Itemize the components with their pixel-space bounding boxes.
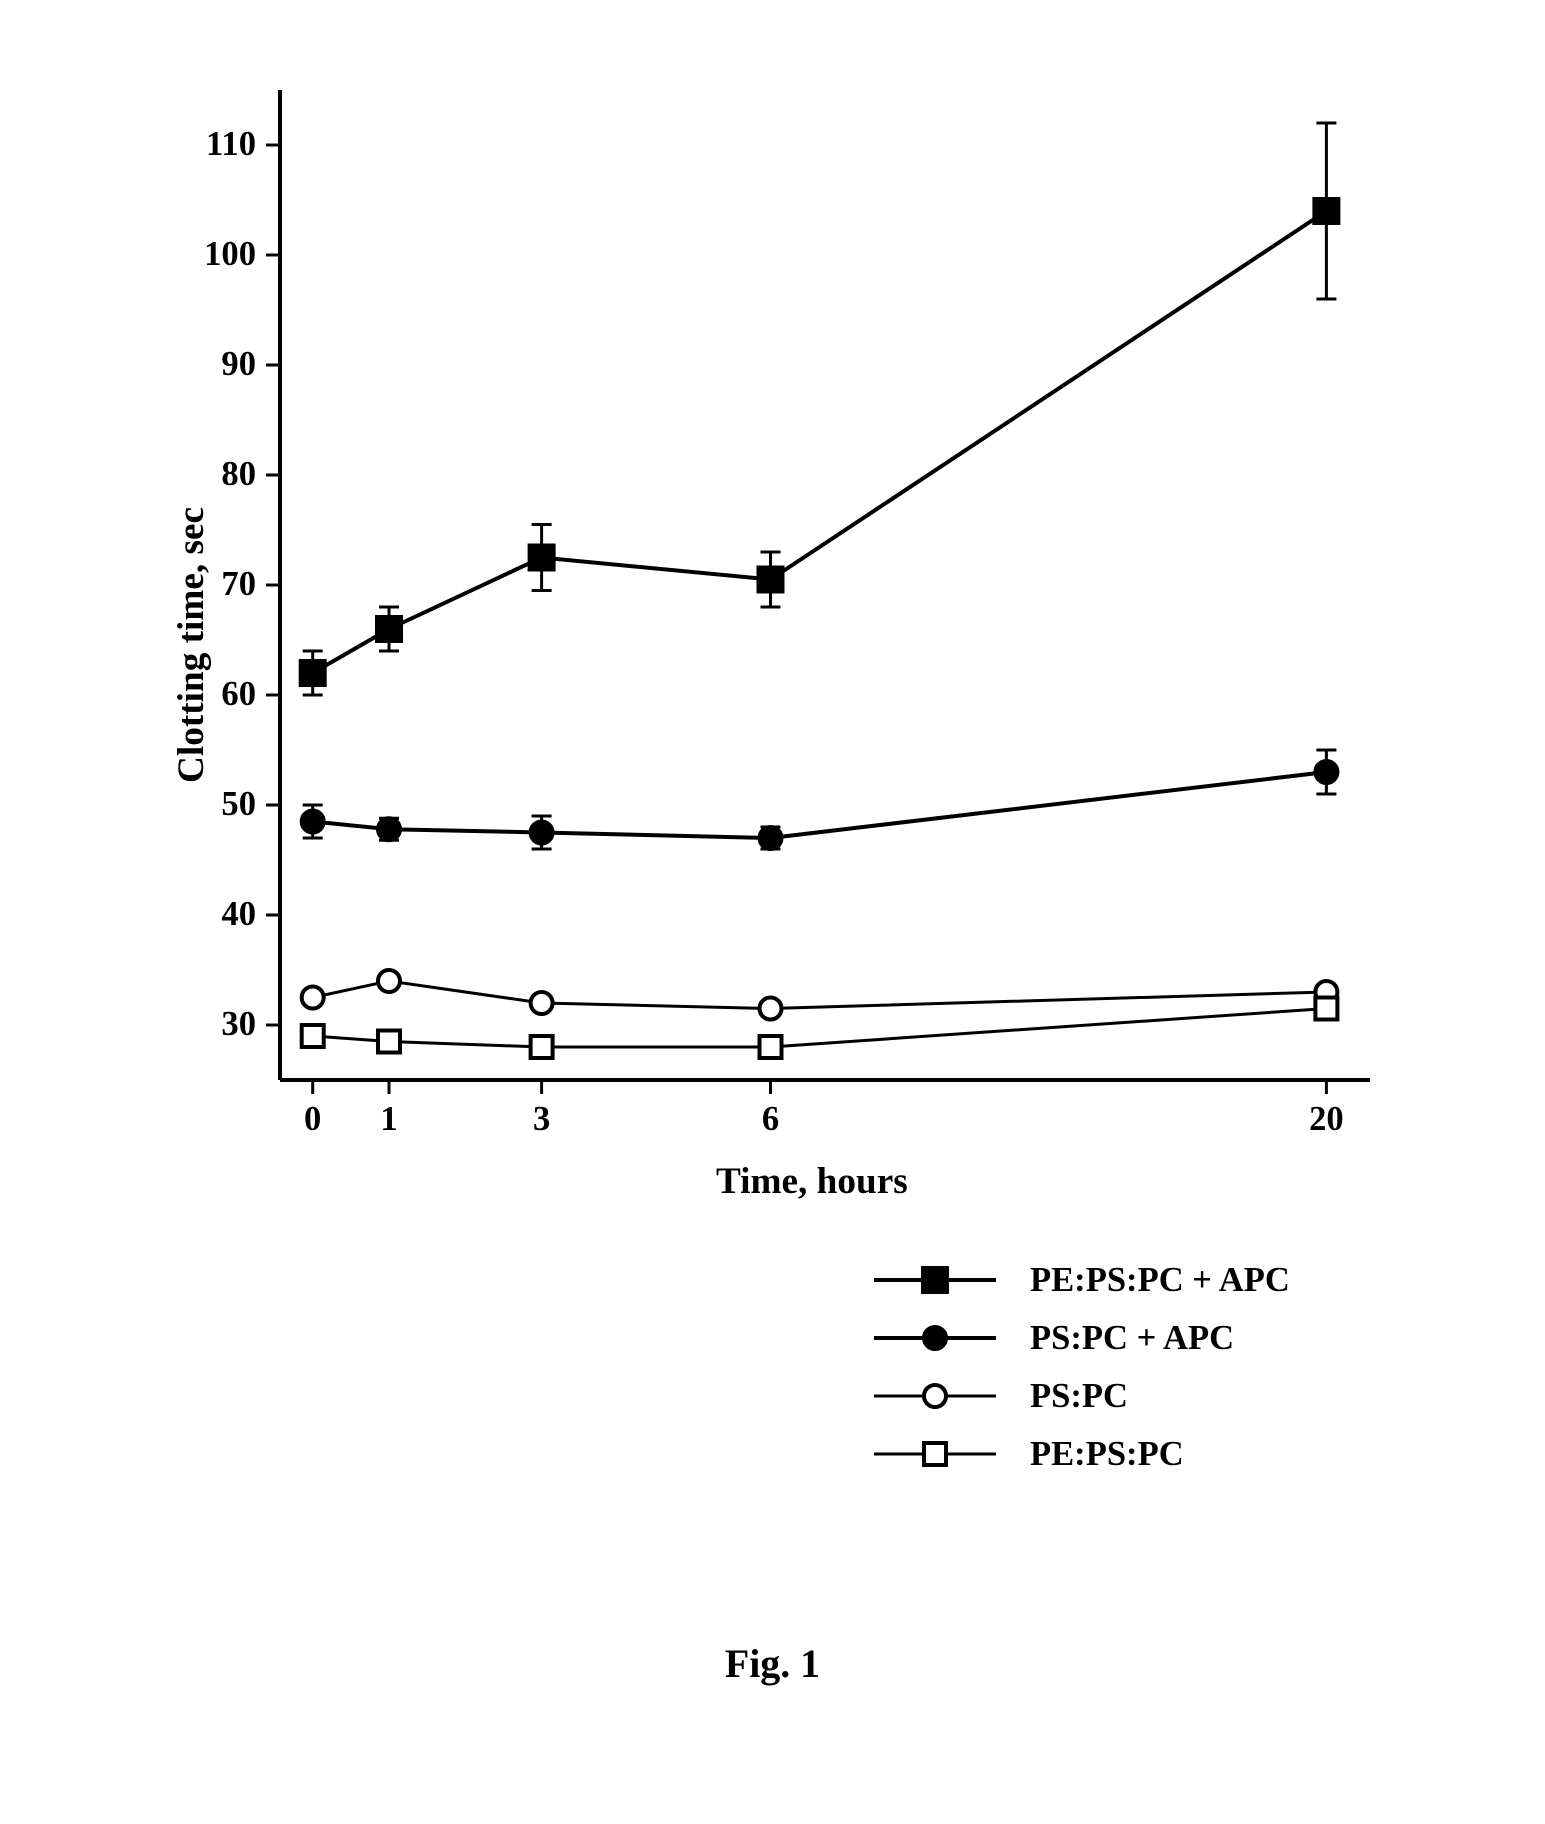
x-tick-label: 3: [533, 1100, 550, 1138]
x-axis-label: Time, hours: [716, 1160, 908, 1203]
legend-label: PE:PS:PC + APC: [1030, 1261, 1290, 1300]
y-tick-label: 100: [204, 235, 256, 273]
legend-item-ps_pc: PS:PC: [870, 1376, 1290, 1416]
series-ps_pc: [302, 970, 1338, 1020]
page: 30 40 50 60 70 80 90 100 110 0 1 3 6 20 Clotting time…: [0, 0, 1545, 1824]
y-tick-label: 80: [221, 455, 256, 493]
y-tick-label: 40: [221, 895, 256, 933]
legend-label: PS:PC: [1030, 1377, 1128, 1416]
x-tick-label: 6: [762, 1100, 779, 1138]
series-ps_pc_apc: [302, 750, 1338, 849]
y-tick-label: 50: [221, 785, 256, 823]
legend-label: PS:PC + APC: [1030, 1319, 1234, 1358]
y-tick-label: 110: [206, 125, 256, 163]
y-tick-label: 30: [221, 1005, 256, 1043]
legend-label: PE:PS:PC: [1030, 1435, 1184, 1474]
legend: PE:PS:PC + APC PS:PC + APC PS:PC PE:PS:PC: [870, 1260, 1290, 1492]
legend-swatch: [870, 1434, 1000, 1474]
x-tick-label: 0: [304, 1100, 321, 1138]
series-pe_ps_pc_apc: [301, 123, 1339, 695]
figure-caption: Fig. 1: [0, 1640, 1545, 1687]
legend-swatch: [870, 1376, 1000, 1416]
legend-swatch: [870, 1260, 1000, 1300]
legend-swatch: [870, 1318, 1000, 1358]
y-axis-label: Clotting time, sec: [170, 507, 213, 783]
chart-svg: 30 40 50 60 70 80 90 100 110 0 1 3 6 20: [160, 70, 1400, 1180]
x-tick-label: 20: [1309, 1100, 1344, 1138]
legend-item-pe_ps_pc_apc: PE:PS:PC + APC: [870, 1260, 1290, 1300]
x-tick-label: 1: [380, 1100, 397, 1138]
legend-item-pe_ps_pc: PE:PS:PC: [870, 1434, 1290, 1474]
y-tick-label: 70: [221, 565, 256, 603]
chart: 30 40 50 60 70 80 90 100 110 0 1 3 6 20 Clotting time…: [160, 70, 1400, 1185]
y-tick-label: 90: [221, 345, 256, 383]
y-tick-label: 60: [221, 675, 256, 713]
legend-item-ps_pc_apc: PS:PC + APC: [870, 1318, 1290, 1358]
